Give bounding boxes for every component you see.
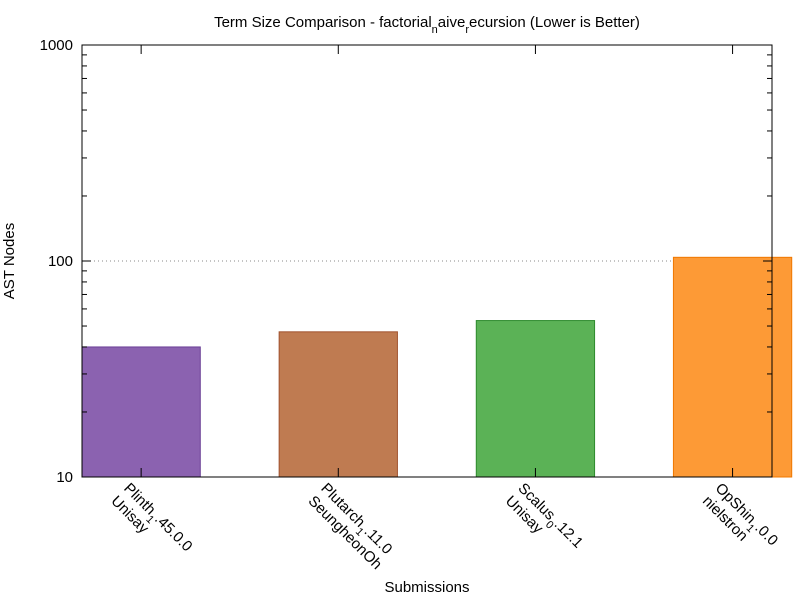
bar bbox=[81, 346, 201, 478]
y-tick-label: 10 bbox=[56, 469, 73, 486]
x-axis-label: Submissions bbox=[384, 579, 469, 596]
y-tick-label: 1000 bbox=[40, 37, 73, 54]
chart-title: Term Size Comparison - factorialnaiverec… bbox=[214, 14, 640, 36]
bar bbox=[278, 331, 398, 478]
axis-ticks bbox=[82, 44, 772, 478]
y-tick-label: 100 bbox=[48, 253, 73, 270]
bar bbox=[672, 256, 793, 478]
y-axis-label: AST Nodes bbox=[1, 223, 18, 299]
bars bbox=[81, 256, 793, 478]
bar bbox=[475, 320, 596, 478]
